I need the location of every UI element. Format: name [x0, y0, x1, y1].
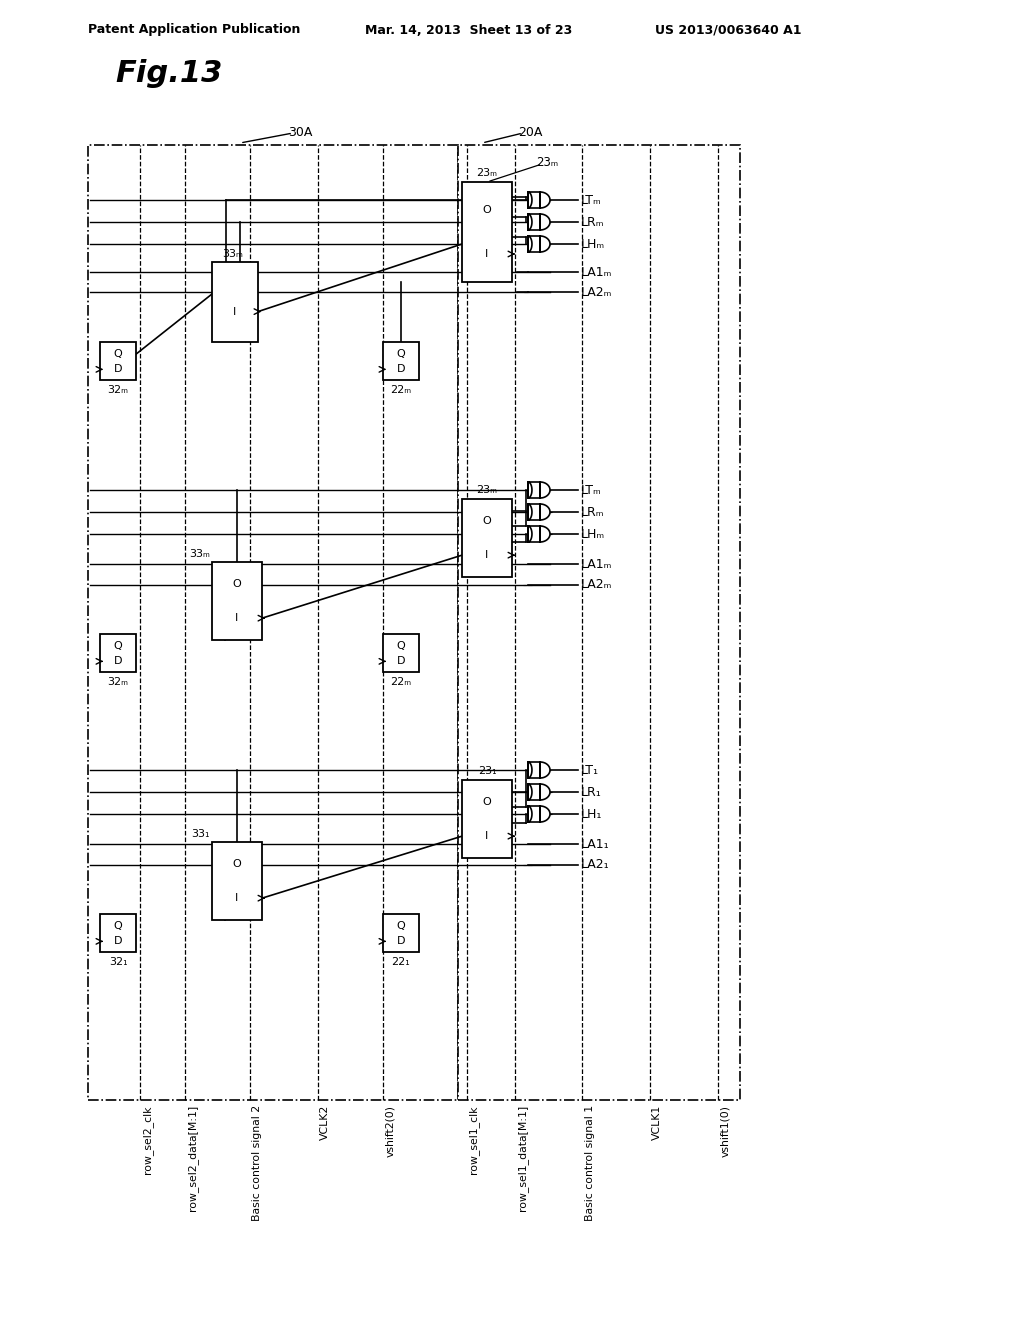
Text: LHₘ: LHₘ: [581, 238, 605, 251]
Text: VCLK1: VCLK1: [652, 1105, 662, 1140]
Bar: [100, 634, 136, 672]
Text: 22ₘ: 22ₘ: [390, 677, 412, 686]
Text: Mar. 14, 2013  Sheet 13 of 23: Mar. 14, 2013 Sheet 13 of 23: [365, 24, 572, 37]
Text: 22₁: 22₁: [391, 957, 411, 968]
Polygon shape: [528, 236, 550, 252]
Text: US 2013/0063640 A1: US 2013/0063640 A1: [655, 24, 802, 37]
Text: 33ₘ: 33ₘ: [189, 549, 210, 558]
Polygon shape: [528, 191, 550, 209]
Text: Patent Application Publication: Patent Application Publication: [88, 24, 300, 37]
Polygon shape: [528, 214, 550, 230]
Text: LH₁: LH₁: [581, 808, 602, 821]
Text: 23ₘ: 23ₘ: [476, 484, 498, 495]
Text: O: O: [232, 859, 242, 869]
Text: LA2₁: LA2₁: [581, 858, 609, 871]
Text: 22ₘ: 22ₘ: [390, 385, 412, 395]
Text: 32ₘ: 32ₘ: [108, 677, 128, 686]
Text: Fig.13: Fig.13: [115, 58, 222, 87]
Text: D: D: [396, 936, 406, 946]
Text: D: D: [114, 936, 122, 946]
Text: D: D: [114, 364, 122, 375]
Bar: [100, 913, 136, 952]
Text: 23ₘ: 23ₘ: [476, 168, 498, 178]
Bar: [462, 780, 512, 858]
Text: 33ₘ: 33ₘ: [222, 249, 244, 259]
Polygon shape: [528, 482, 550, 498]
Text: 32₁: 32₁: [109, 957, 127, 968]
Text: LA2ₘ: LA2ₘ: [581, 578, 612, 591]
Polygon shape: [528, 504, 550, 520]
Text: LT₁: LT₁: [581, 763, 599, 776]
Text: Basic control signal 2: Basic control signal 2: [252, 1105, 262, 1221]
Text: row_sel1_data[M:1]: row_sel1_data[M:1]: [517, 1105, 528, 1212]
Text: 32ₘ: 32ₘ: [108, 385, 128, 395]
Text: I: I: [485, 832, 488, 841]
Text: 23₁: 23₁: [477, 766, 497, 776]
Text: row_sel2_data[M:1]: row_sel2_data[M:1]: [187, 1105, 198, 1212]
Bar: [88, 145, 458, 1100]
Polygon shape: [528, 525, 550, 543]
Text: 33₁: 33₁: [191, 829, 210, 840]
Text: LR₁: LR₁: [581, 785, 602, 799]
Text: Q: Q: [396, 642, 406, 651]
Text: Q: Q: [114, 642, 123, 651]
Text: LTₘ: LTₘ: [581, 194, 602, 206]
Text: Q: Q: [114, 921, 123, 931]
Text: O: O: [482, 797, 492, 807]
Text: LA1₁: LA1₁: [581, 837, 609, 850]
Bar: [212, 842, 262, 920]
Bar: [462, 182, 512, 282]
Text: Q: Q: [396, 921, 406, 931]
Bar: [383, 342, 419, 380]
Text: O: O: [482, 516, 492, 525]
Polygon shape: [528, 807, 550, 822]
Text: LA1ₘ: LA1ₘ: [581, 557, 612, 570]
Text: I: I: [236, 894, 239, 903]
Bar: [383, 634, 419, 672]
Text: LA1ₘ: LA1ₘ: [581, 265, 612, 279]
Text: LTₘ: LTₘ: [581, 483, 602, 496]
Bar: [100, 342, 136, 380]
Text: I: I: [236, 614, 239, 623]
Text: Q: Q: [396, 350, 406, 359]
Text: LA2ₘ: LA2ₘ: [581, 285, 612, 298]
Text: row_sel1_clk: row_sel1_clk: [468, 1105, 479, 1173]
Text: LRₘ: LRₘ: [581, 506, 604, 519]
Bar: [383, 913, 419, 952]
Text: O: O: [232, 579, 242, 589]
Text: D: D: [114, 656, 122, 667]
Text: row_sel2_clk: row_sel2_clk: [142, 1105, 153, 1173]
Text: 30A: 30A: [288, 125, 312, 139]
Text: I: I: [233, 306, 237, 317]
Text: D: D: [396, 364, 406, 375]
Bar: [462, 499, 512, 577]
Text: LHₘ: LHₘ: [581, 528, 605, 540]
Text: vshift2(0): vshift2(0): [385, 1105, 395, 1158]
Text: 23ₘ: 23ₘ: [536, 156, 558, 169]
Polygon shape: [528, 784, 550, 800]
Text: D: D: [396, 656, 406, 667]
Text: I: I: [485, 249, 488, 259]
Text: LRₘ: LRₘ: [581, 215, 604, 228]
Polygon shape: [528, 762, 550, 777]
Text: 20A: 20A: [518, 125, 542, 139]
Bar: [212, 261, 258, 342]
Text: VCLK2: VCLK2: [319, 1105, 330, 1140]
Text: I: I: [485, 550, 488, 560]
Bar: [212, 562, 262, 640]
Bar: [458, 145, 740, 1100]
Text: O: O: [482, 205, 492, 215]
Text: Q: Q: [114, 350, 123, 359]
Text: vshift1(0): vshift1(0): [720, 1105, 730, 1158]
Text: Basic control signal 1: Basic control signal 1: [585, 1105, 595, 1221]
